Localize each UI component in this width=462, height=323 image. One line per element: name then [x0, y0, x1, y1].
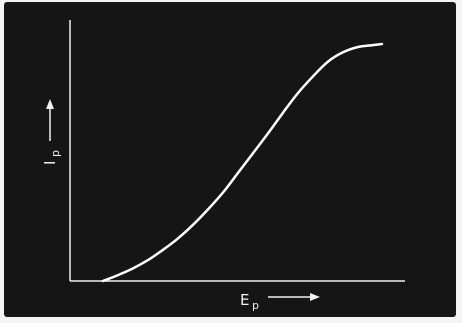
x-axis-label-sub: p [252, 299, 259, 312]
x-axis-label: E p [240, 291, 320, 312]
y-axis-label-main: I [41, 161, 59, 165]
series-line-0 [101, 42, 384, 283]
y-axis-label: I p [41, 99, 62, 165]
y-axis-label-sub: p [49, 150, 62, 157]
chart-panel [4, 2, 456, 317]
x-axis-label-arrowhead [310, 293, 320, 301]
x-axis-label-main: E [240, 291, 249, 309]
y-axis-label-arrowhead [46, 99, 54, 109]
chart-marks [69, 20, 405, 283]
